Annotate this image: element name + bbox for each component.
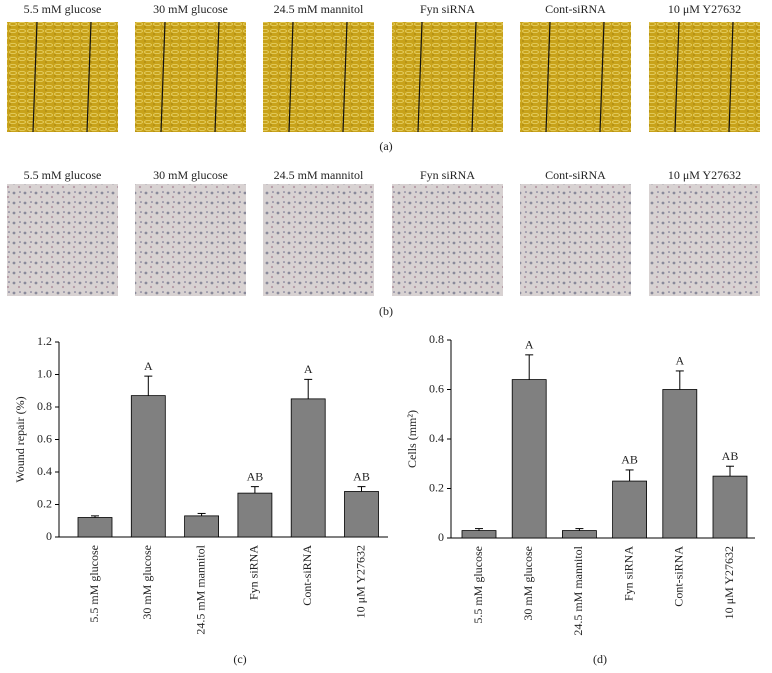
wound-edge <box>417 21 423 133</box>
wound-edge <box>599 21 605 133</box>
image-label: 24.5 mM mannitol <box>274 168 364 182</box>
panel-label: (b) <box>379 304 393 318</box>
image-label: 10 μM Y27632 <box>668 2 741 16</box>
y-tick-label: 0.4 <box>429 431 444 445</box>
y-tick-label: 0.8 <box>429 332 444 346</box>
panel-label: (a) <box>379 139 392 153</box>
wound-edge <box>545 21 551 133</box>
wound-edge <box>32 21 38 133</box>
significance-label: A <box>525 338 534 352</box>
image-label: Fyn siRNA <box>420 168 475 182</box>
significance-label: A <box>304 362 313 376</box>
image-label: Cont-siRNA <box>545 2 606 16</box>
y-tick-label: 0 <box>46 529 52 543</box>
significance-label: AB <box>722 449 739 463</box>
micrograph <box>263 22 374 132</box>
x-tick-label: Fyn siRNA <box>247 545 261 600</box>
significance-label: A <box>144 359 153 373</box>
wound-edge <box>288 21 294 133</box>
y-tick-label: 0.6 <box>429 381 444 395</box>
x-tick-label: 30 mM glucose <box>140 545 154 620</box>
micrograph <box>392 22 503 132</box>
micrograph <box>135 184 246 296</box>
bar <box>511 379 547 539</box>
y-tick-label: 0.2 <box>37 496 52 510</box>
y-axis-label: Cells (mm²) <box>405 410 419 468</box>
x-tick-label: 10 μM Y27632 <box>722 546 736 619</box>
wound-edge <box>471 21 477 133</box>
wound-edge <box>86 21 92 133</box>
micrograph <box>7 22 118 132</box>
y-tick-label: 0 <box>438 530 444 544</box>
significance-label: A <box>675 354 684 368</box>
image-label: 5.5 mM glucose <box>24 168 102 182</box>
bar <box>77 517 113 538</box>
bar <box>184 515 220 538</box>
wound-edge <box>728 21 734 133</box>
image-label: 5.5 mM glucose <box>24 2 102 16</box>
bar <box>612 480 647 539</box>
image-label: 30 mM glucose <box>153 168 228 182</box>
micrograph <box>520 22 631 132</box>
bar <box>237 492 273 538</box>
bar <box>662 389 698 539</box>
x-tick-label: 24.5 mM mannitol <box>193 544 207 634</box>
bar <box>290 398 326 538</box>
x-tick-label: 5.5 mM glucose <box>471 546 485 624</box>
micrograph <box>520 184 631 296</box>
micrograph <box>649 22 760 132</box>
wound-edge <box>674 21 680 133</box>
x-tick-label: Fyn siRNA <box>621 546 635 601</box>
panel-label: (c) <box>233 652 246 666</box>
micrograph <box>7 184 118 296</box>
micrograph <box>135 22 246 132</box>
y-tick-label: 1.0 <box>37 366 52 380</box>
wound-edge <box>342 21 348 133</box>
y-axis-label: Wound repair (%) <box>13 396 27 482</box>
wound-edge <box>160 21 166 133</box>
image-label: Fyn siRNA <box>420 2 475 16</box>
bar <box>461 530 497 539</box>
x-tick-label: 10 μM Y27632 <box>353 545 367 618</box>
bar <box>130 395 166 538</box>
significance-label: AB <box>621 453 638 467</box>
y-tick-label: 0.6 <box>37 431 52 445</box>
panel-label: (d) <box>593 652 607 666</box>
bar <box>344 491 379 538</box>
wound-edge <box>214 21 220 133</box>
x-tick-label: 24.5 mM mannitol <box>571 545 585 635</box>
bar <box>562 530 597 539</box>
image-label: 24.5 mM mannitol <box>274 2 364 16</box>
x-tick-label: 5.5 mM glucose <box>87 545 101 623</box>
micrograph <box>649 184 760 296</box>
y-tick-label: 0.8 <box>37 399 52 413</box>
bar <box>712 475 748 539</box>
y-tick-label: 0.4 <box>37 464 52 478</box>
image-label: Cont-siRNA <box>545 168 606 182</box>
x-tick-label: Cont-siRNA <box>300 545 314 606</box>
significance-label: AB <box>247 469 264 483</box>
x-tick-label: Cont-siRNA <box>672 546 686 607</box>
x-tick-label: 30 mM glucose <box>521 546 535 621</box>
y-tick-label: 0.2 <box>429 480 444 494</box>
significance-label: AB <box>353 469 370 483</box>
image-label: 10 μM Y27632 <box>668 168 741 182</box>
micrograph <box>392 184 503 296</box>
y-tick-label: 1.2 <box>37 334 52 348</box>
image-label: 30 mM glucose <box>153 2 228 16</box>
micrograph <box>263 184 374 296</box>
